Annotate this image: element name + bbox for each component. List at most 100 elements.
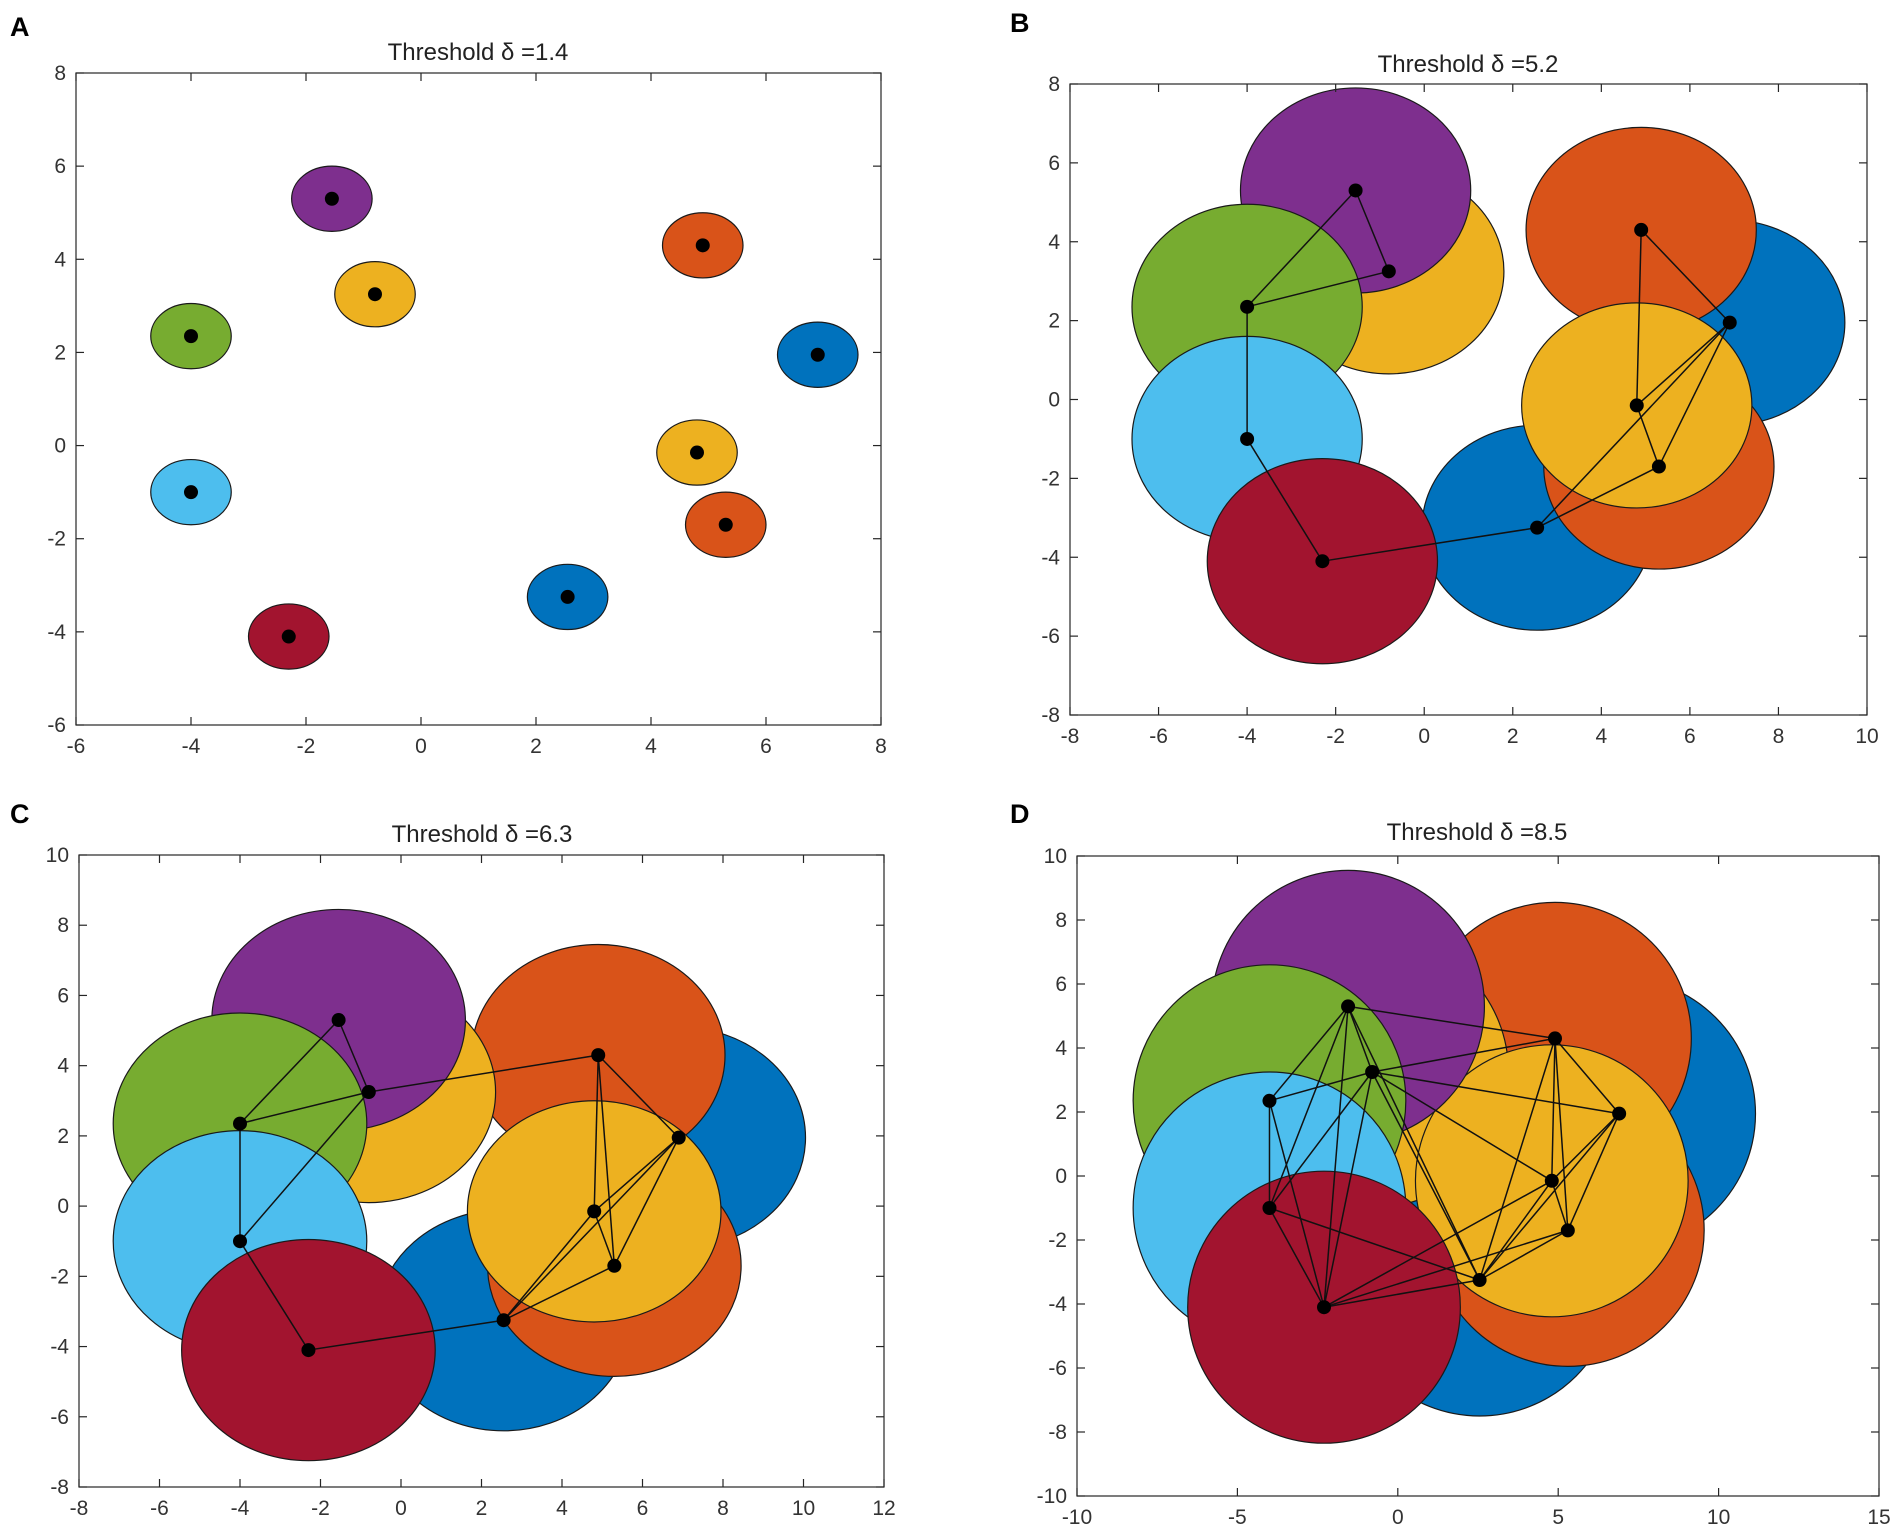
panel-c-xtick-label-5: 2 bbox=[476, 1497, 488, 1520]
panel-b-ytick-label-2: -4 bbox=[1041, 546, 1060, 569]
panel-b-ytick-label-7: 6 bbox=[1048, 152, 1060, 175]
panel-c-point-9 bbox=[301, 1343, 316, 1358]
panel-c-edge-2 bbox=[239, 1091, 369, 1125]
panel-b-plot-area bbox=[1131, 87, 1846, 665]
panel-d-point-6 bbox=[1341, 999, 1356, 1014]
panel-b-xtick-label-9: 10 bbox=[1855, 725, 1878, 748]
panel-a-xtick-label-5: 4 bbox=[645, 735, 657, 758]
panel-c-letter: C bbox=[10, 799, 30, 829]
panel-d-edge-18 bbox=[1323, 1180, 1553, 1308]
panel-d-edge-11 bbox=[1372, 1037, 1556, 1073]
panel-b-ytick-label-6: 4 bbox=[1048, 231, 1060, 254]
panel-c-xtick-label-2: -4 bbox=[231, 1497, 250, 1520]
panel-b-ytick-label-4: 0 bbox=[1048, 389, 1060, 412]
panel-c-xtick-label-9: 10 bbox=[792, 1497, 815, 1520]
panel-c-xtick-label-7: 6 bbox=[637, 1497, 649, 1520]
panel-a-xtick-label-7: 8 bbox=[875, 735, 887, 758]
panel-b-edge-0 bbox=[1246, 189, 1357, 308]
panel-c-ytick-label-0: -8 bbox=[50, 1476, 69, 1499]
panel-b-edge-7 bbox=[1636, 229, 1642, 406]
panel-c-ytick-label-5: 2 bbox=[57, 1125, 69, 1148]
panel-c-point-5 bbox=[587, 1204, 602, 1219]
panel-c-xtick-label-8: 8 bbox=[717, 1497, 729, 1520]
panel-d-edge-14 bbox=[1371, 1071, 1481, 1281]
panel-c: C Threshold δ =6.3 -8 -6 -4 -2 0 2 4 6 8 10 12 -8 -6… bbox=[10, 799, 896, 1520]
panel-a: A Threshold δ =1.4 -6 -4 -2 0 2 4 6 8 -6 -4 -2 0 2 4 6… bbox=[10, 12, 887, 758]
panel-d-ytick-label-4: -2 bbox=[1048, 1229, 1067, 1252]
panel-d-point-3 bbox=[1560, 1223, 1575, 1238]
panel-b-edge-4 bbox=[1246, 438, 1324, 562]
panel-d-xtick-label-1: -5 bbox=[1228, 1506, 1247, 1529]
panel-b-ytick-label-5: 2 bbox=[1048, 310, 1060, 333]
panel-c-edge-9 bbox=[593, 1055, 599, 1212]
panel-c-edge-16 bbox=[503, 1265, 615, 1321]
panel-d-ytick-label-0: -10 bbox=[1037, 1485, 1067, 1508]
panel-b-xtick-label-0: -8 bbox=[1061, 725, 1080, 748]
panel-c-ytick-label-8: 8 bbox=[57, 914, 69, 937]
panel-c-xtick-label-6: 4 bbox=[556, 1497, 568, 1520]
panel-d-edge-29 bbox=[1479, 1229, 1569, 1281]
panel-b-point-7 bbox=[1240, 299, 1255, 314]
panel-d-edge-24 bbox=[1551, 1113, 1620, 1182]
panel-c-point-2 bbox=[591, 1048, 606, 1063]
panel-a-letter: A bbox=[10, 12, 30, 42]
panel-d-ytick-label-10: 10 bbox=[1044, 845, 1067, 868]
panel-c-edge-10 bbox=[597, 1055, 616, 1266]
panel-b-xtick-label-8: 8 bbox=[1773, 725, 1785, 748]
panel-c-ytick-label-2: -4 bbox=[50, 1336, 69, 1359]
panel-a-point-3 bbox=[718, 517, 733, 532]
panel-b: B Threshold δ =5.2 -8 -6 -4 -2 0 2 4 6 8 10 -8 -6 -4… bbox=[1010, 8, 1879, 748]
panel-a-point-0 bbox=[810, 347, 825, 362]
panel-d-point-0 bbox=[1612, 1106, 1627, 1121]
panel-d-edge-5 bbox=[1347, 1006, 1481, 1281]
panel-c-edge-12 bbox=[593, 1211, 616, 1267]
panel-d-edge-13 bbox=[1372, 1071, 1620, 1115]
panel-c-point-3 bbox=[607, 1258, 622, 1273]
panel-d-edge-9 bbox=[1268, 1071, 1373, 1209]
panel-d-ytick-label-7: 4 bbox=[1055, 1037, 1067, 1060]
panel-a-point-7 bbox=[184, 329, 198, 344]
panel-b-xtick-label-4: 0 bbox=[1418, 725, 1430, 748]
panel-c-xtick-label-1: -6 bbox=[150, 1497, 169, 1520]
panel-c-point-7 bbox=[233, 1116, 247, 1131]
panel-c-ytick-label-9: 10 bbox=[46, 844, 69, 867]
panel-c-edge-4 bbox=[239, 1091, 370, 1242]
panel-d-xtick-label-0: -10 bbox=[1062, 1506, 1092, 1529]
panel-b-edge-12 bbox=[1536, 465, 1660, 529]
panel-c-xtick-label-3: -2 bbox=[311, 1497, 330, 1520]
panel-c-xtick-label-4: 0 bbox=[395, 1497, 407, 1520]
panel-b-xtick-label-3: -2 bbox=[1326, 725, 1345, 748]
panel-d-edge-4 bbox=[1347, 1005, 1556, 1040]
panel-b-edge-6 bbox=[1640, 229, 1731, 324]
panel-c-edge-1 bbox=[337, 1019, 370, 1093]
panel-b-letter: B bbox=[1010, 8, 1030, 38]
panel-a-point-9 bbox=[281, 629, 296, 644]
panel-c-edge-14 bbox=[503, 1137, 680, 1321]
panel-d-edge-8 bbox=[1268, 1100, 1325, 1308]
panel-a-point-5 bbox=[690, 445, 704, 460]
panel-b-xtick-label-1: -6 bbox=[1149, 725, 1168, 748]
panel-d-edge-19 bbox=[1323, 1229, 1569, 1308]
panel-a-point-2 bbox=[695, 238, 710, 253]
panel-d-point-2 bbox=[1547, 1031, 1562, 1046]
panel-d-plot-area bbox=[1132, 869, 1757, 1444]
panel-c-ytick-label-3: -2 bbox=[50, 1265, 69, 1288]
panel-c-ytick-label-6: 4 bbox=[57, 1055, 69, 1078]
panel-b-xtick-label-7: 6 bbox=[1684, 725, 1696, 748]
panel-a-point-1 bbox=[560, 589, 575, 604]
panel-d-edge-12 bbox=[1371, 1071, 1553, 1182]
panel-d-point-9 bbox=[1317, 1300, 1332, 1315]
panel-a-point-8 bbox=[184, 485, 198, 500]
panel-d-edge-26 bbox=[1478, 1180, 1553, 1281]
panel-c-edge-13 bbox=[613, 1137, 680, 1267]
panel-d-edge-21 bbox=[1551, 1038, 1556, 1181]
panel-b-point-1 bbox=[1530, 520, 1545, 535]
panel-d-ytick-label-5: 0 bbox=[1055, 1165, 1067, 1188]
panel-b-point-9 bbox=[1315, 554, 1330, 569]
panel-c-ytick-label-1: -6 bbox=[50, 1406, 69, 1429]
panel-d-xtick-label-4: 10 bbox=[1707, 1506, 1730, 1529]
panel-c-edge-0 bbox=[239, 1019, 340, 1125]
panel-d-ytick-label-1: -8 bbox=[1048, 1421, 1067, 1444]
panel-d-xtick-label-2: 0 bbox=[1392, 1506, 1404, 1529]
